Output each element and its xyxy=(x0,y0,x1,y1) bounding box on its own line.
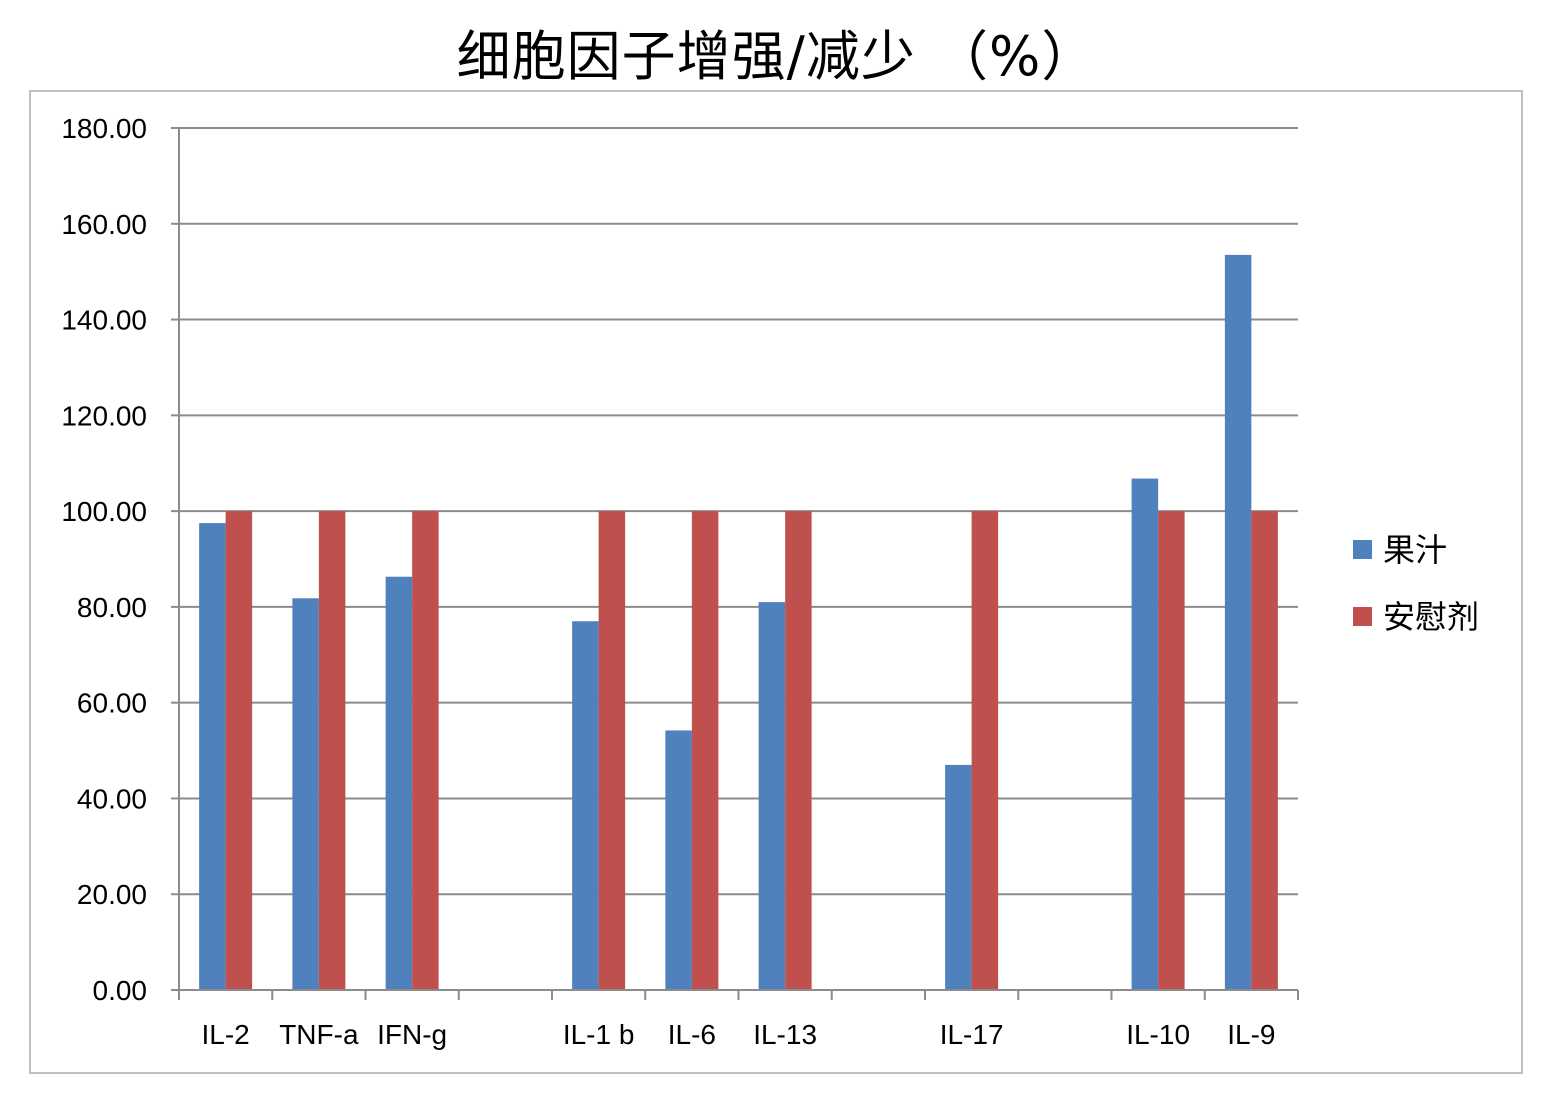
bar xyxy=(572,621,599,990)
y-tick-label: 0.00 xyxy=(93,975,148,1006)
bar xyxy=(1224,254,1252,991)
legend-swatch xyxy=(1353,607,1372,626)
bar xyxy=(412,511,439,990)
x-tick-label: IL-6 xyxy=(668,1019,716,1050)
x-tick-label: TNF-a xyxy=(279,1019,359,1050)
x-tick-label: IL-10 xyxy=(1126,1019,1190,1050)
y-tick-label: 100.00 xyxy=(61,496,147,527)
bar xyxy=(785,511,812,990)
bar xyxy=(385,576,413,990)
bar xyxy=(1158,511,1185,990)
y-tick-label: 60.00 xyxy=(77,688,147,719)
bar xyxy=(199,523,226,990)
x-tick-label: IL-2 xyxy=(202,1019,250,1050)
bar xyxy=(1251,511,1278,990)
x-tick-label: IL-9 xyxy=(1227,1019,1275,1050)
x-tick-label: IL-17 xyxy=(940,1019,1004,1050)
bar xyxy=(598,511,626,990)
y-tick-label: 40.00 xyxy=(77,783,147,814)
chart-title: 细胞因子增强/减少 （%） xyxy=(456,25,1097,88)
bar xyxy=(758,602,786,990)
y-tick-label: 80.00 xyxy=(77,592,147,623)
y-tick-label: 20.00 xyxy=(77,879,147,910)
bar xyxy=(665,730,692,990)
bar xyxy=(1131,478,1159,990)
legend-swatch xyxy=(1353,540,1372,559)
bar xyxy=(691,511,719,990)
legend-label: 果汁 xyxy=(1383,531,1447,569)
legend-label: 安慰剂 xyxy=(1383,598,1479,636)
bar xyxy=(971,511,999,990)
x-tick-label: IL-1 b xyxy=(563,1019,635,1050)
bar xyxy=(945,764,972,990)
y-tick-label: 120.00 xyxy=(61,400,147,431)
bar xyxy=(318,511,346,990)
y-tick-label: 160.00 xyxy=(61,209,147,240)
y-tick-label: 180.00 xyxy=(61,113,147,144)
gridlines xyxy=(179,127,1298,896)
x-tick-label: IL-13 xyxy=(753,1019,817,1050)
bar xyxy=(225,511,253,990)
bars xyxy=(199,254,1278,991)
chart-frame xyxy=(29,90,1523,1074)
y-tick-label: 140.00 xyxy=(61,305,147,336)
axes xyxy=(171,127,1299,1000)
bar xyxy=(292,598,319,990)
tick-labels: 0.00 20.00 40.00 60.00 80.00 100.00 120.00 140.… xyxy=(61,113,1275,1050)
x-tick-label: IFN-g xyxy=(377,1019,447,1050)
